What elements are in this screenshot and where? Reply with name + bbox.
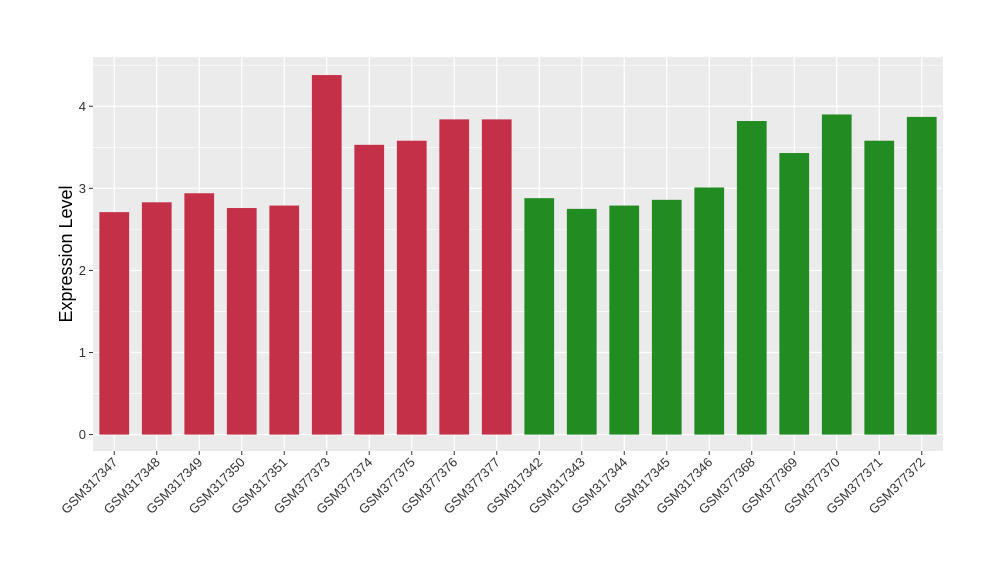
plot-panel: [93, 57, 943, 451]
bar-GSM377370: [821, 114, 852, 435]
bars: [99, 75, 937, 435]
bar-GSM377377: [481, 119, 512, 435]
bar-GSM317345: [651, 199, 682, 435]
y-axis: 0 1 2 3 4: [79, 99, 93, 442]
y-tick-label: 0: [79, 427, 86, 442]
bar-GSM317347: [99, 212, 130, 435]
y-axis-title: Expression Level: [56, 185, 76, 322]
bar-GSM317344: [609, 205, 640, 435]
bar-GSM377376: [439, 119, 470, 435]
bar-GSM377372: [906, 116, 937, 435]
y-tick-label: 4: [79, 99, 86, 114]
bar-GSM317351: [269, 205, 300, 435]
bar-GSM317343: [566, 208, 597, 435]
bar-GSM317346: [694, 187, 725, 435]
bar-GSM377368: [736, 121, 767, 435]
y-tick-label: 2: [79, 263, 86, 278]
bar-GSM317350: [226, 208, 257, 435]
y-tick-label: 1: [79, 345, 86, 360]
bar-GSM377369: [779, 153, 810, 435]
bar-GSM377375: [396, 140, 427, 435]
bar-GSM377373: [311, 75, 342, 435]
bar-GSM317349: [184, 193, 215, 435]
bar-GSM377371: [864, 140, 895, 435]
bar-GSM317348: [141, 202, 172, 435]
x-axis: GSM317347GSM317348GSM317349GSM317350GSM3…: [58, 451, 928, 517]
y-tick-label: 3: [79, 181, 86, 196]
bar-GSM317342: [524, 198, 555, 435]
bar-GSM377374: [354, 144, 385, 435]
